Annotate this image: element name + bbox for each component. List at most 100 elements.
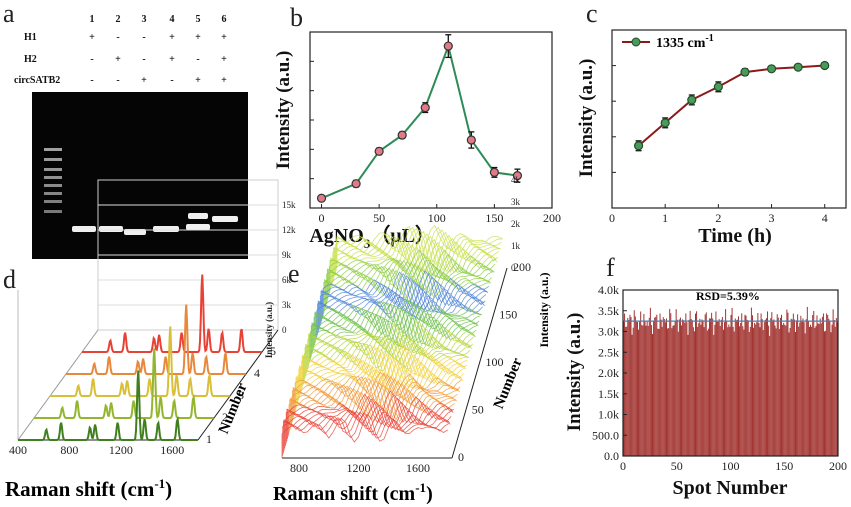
e-x-tick-label: 1200 (347, 461, 371, 475)
e-y-tick-label: 0 (511, 263, 516, 273)
f-bar (725, 309, 727, 456)
d-y-tick-label: 0 (282, 325, 287, 335)
f-bar (638, 329, 640, 456)
f-bar (764, 319, 766, 456)
gel-ladder-band (44, 192, 62, 195)
f-bar (652, 334, 653, 456)
d-y-tick-label: 15k (282, 200, 296, 210)
f-bar (649, 307, 651, 456)
f-bar (756, 322, 758, 456)
f-bar (657, 328, 659, 456)
f-bar (755, 324, 757, 456)
e-spectrum-series (308, 325, 475, 367)
panel-label-d: d (3, 265, 16, 294)
c-x-axis-label: Time (h) (698, 225, 772, 247)
f-bar (719, 325, 721, 456)
f-bar (822, 313, 824, 456)
e-y-tick-label: 3k (511, 197, 521, 207)
gel-band (188, 213, 208, 219)
f-bar (678, 319, 680, 456)
e-x-tick-label: 800 (290, 461, 308, 475)
f-y-tick-label: 3.5k (598, 304, 619, 318)
f-bar (800, 315, 802, 456)
d-z-tick-label: 3 (238, 388, 244, 402)
e-z-tick-label: 0 (458, 450, 464, 464)
f-y-tick-label: 3.0k (598, 325, 619, 339)
f-bar (825, 330, 827, 456)
data-point (512, 171, 523, 181)
f-bar (776, 314, 778, 456)
gel-ladder-band (44, 148, 62, 151)
d-x-axis-label: Raman shift (cm-1) (5, 476, 172, 501)
e-z-tick-label: 150 (499, 308, 517, 322)
f-bar (828, 318, 830, 456)
data-point (351, 179, 361, 189)
e-spectrum-series (314, 302, 481, 345)
f-y-tick-label: 2.5k (598, 345, 619, 359)
f-bar (796, 320, 798, 456)
data-point (820, 60, 830, 71)
gel-sign: + (141, 75, 147, 86)
c-legend-text: 1335 cm-1 (656, 33, 714, 51)
f-bar (830, 332, 832, 456)
f-bar (783, 322, 785, 456)
d-y-tick-label: 9k (282, 250, 292, 260)
d-z-tick-label: 1 (206, 432, 212, 446)
panel-f: f 0.0 500.0 1.0k 1.5k 2.0k 2.5k 3.0k 3.5k 4.0k 0 5… (564, 253, 847, 499)
d-z-tick-label: 5 (270, 344, 276, 358)
e-spectrum-series (292, 375, 460, 420)
gel-sign: - (90, 54, 93, 65)
f-bar (785, 325, 787, 456)
f-bar (765, 318, 767, 456)
e-spectrum-series (287, 390, 455, 437)
f-bar (826, 313, 828, 456)
f-bar (684, 322, 686, 456)
f-bar (670, 313, 672, 456)
f-bar (726, 320, 728, 456)
plot-frame (611, 29, 847, 209)
gel-band (72, 226, 96, 232)
gel-ladder-band (44, 168, 62, 171)
f-bar (710, 318, 712, 456)
f-bar (790, 318, 792, 456)
f-bar (686, 322, 688, 456)
f-bar (672, 325, 674, 456)
f-bar (721, 317, 723, 456)
d-x-tick-label: 400 (9, 443, 27, 457)
f-bar (771, 312, 773, 456)
e-spectrum-series (336, 224, 503, 268)
f-bar (791, 319, 793, 456)
f-bar (667, 328, 669, 456)
e-spectrum-series (317, 291, 485, 333)
f-bar (835, 318, 837, 456)
panel-label-f: f (606, 253, 615, 282)
f-bar (803, 322, 805, 456)
f-bar (770, 318, 772, 456)
f-bar (805, 319, 807, 456)
f-bar (691, 320, 693, 456)
f-bar (685, 313, 687, 456)
f-bar (701, 319, 703, 456)
f-bar (797, 314, 799, 456)
e-spectrum-series (326, 260, 493, 305)
e-y-tick-label: 4k (511, 175, 521, 185)
d-depth-axis (17, 329, 99, 441)
gel-ladder-band (44, 210, 62, 213)
f-bar (733, 331, 735, 456)
gel-sign: + (169, 54, 175, 65)
f-bar (736, 319, 738, 456)
f-bar (781, 314, 782, 456)
e-spectrum-series (295, 369, 462, 410)
e-spectrum-series (317, 295, 484, 336)
f-bar (813, 311, 815, 456)
gel-row-label: H2 (24, 54, 37, 65)
f-bar (675, 309, 677, 456)
e-spectrum-series (305, 336, 472, 377)
f-bar (742, 326, 744, 456)
gel-ladder-band (44, 184, 62, 187)
c-y-axis-label: Intensity (a.u.) (576, 59, 597, 178)
f-bar (810, 324, 812, 456)
e-y-tick-label: 1k (511, 241, 521, 251)
f-y-tick-label: 500.0 (592, 428, 619, 442)
